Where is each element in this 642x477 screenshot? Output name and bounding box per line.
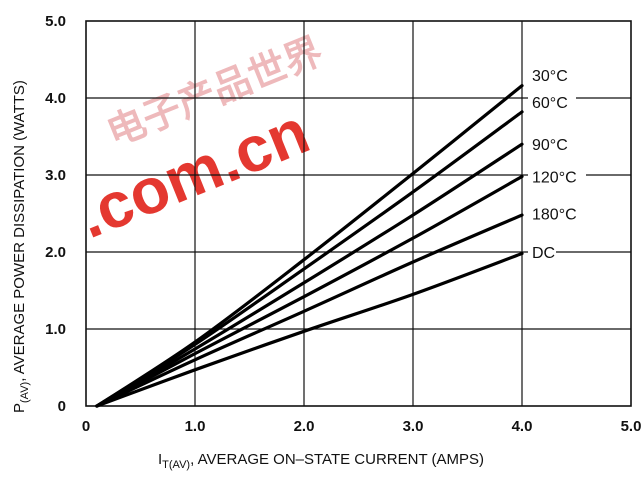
y-tick-labels: 0 1.0 2.0 3.0 4.0 5.0 xyxy=(45,13,66,415)
curve-label: 90°C xyxy=(532,137,568,154)
curve-dc xyxy=(95,251,524,408)
curve-label: 120°C xyxy=(532,170,577,187)
y-tick-label: 5.0 xyxy=(45,13,66,30)
y-tick-label: 1.0 xyxy=(45,321,66,338)
curve-labels: 30°C 60°C 90°C 120°C 180°C DC xyxy=(528,64,586,262)
curve-60c xyxy=(95,110,524,408)
y-axis-label-rest: , AVERAGE POWER DISSIPATION (WATTS) xyxy=(11,80,28,382)
curve-label: 60°C xyxy=(532,95,568,112)
x-axis-label-rest: , AVERAGE ON–STATE CURRENT (AMPS) xyxy=(190,451,484,468)
curve-label-bg xyxy=(528,166,586,187)
y-axis-label: P(AV), AVERAGE POWER DISSIPATION (WATTS) xyxy=(11,80,31,413)
curve-label-bg xyxy=(528,91,576,112)
curve-label-bg xyxy=(528,64,576,85)
curve-label-bg xyxy=(528,242,556,262)
x-tick-label: 1.0 xyxy=(185,418,206,435)
curve-label: DC xyxy=(532,245,555,262)
y-axis-label-sub: (AV) xyxy=(19,382,31,403)
x-tick-labels: 0 1.0 2.0 3.0 4.0 5.0 xyxy=(82,418,642,435)
y-axis-label-main: P xyxy=(11,403,28,413)
watermark: 电子产品世界 .com.cn xyxy=(68,31,329,252)
curve-label-bg xyxy=(528,134,576,155)
x-tick-label: 4.0 xyxy=(512,418,533,435)
y-tick-label: 4.0 xyxy=(45,90,66,107)
plot-frame xyxy=(85,20,632,407)
y-tick-label: 2.0 xyxy=(45,244,66,261)
curves xyxy=(95,84,524,408)
x-axis-label: IT(AV), AVERAGE ON–STATE CURRENT (AMPS) xyxy=(158,451,484,471)
x-tick-label: 5.0 xyxy=(621,418,642,435)
curve-180c xyxy=(95,213,524,408)
x-axis-label-sub: T(AV) xyxy=(162,459,190,471)
y-tick-label: 3.0 xyxy=(45,167,66,184)
y-tick-label: 0 xyxy=(58,398,66,415)
curve-label-bg xyxy=(528,203,586,224)
x-axis-label-main: I xyxy=(158,451,162,468)
x-tick-label: 2.0 xyxy=(294,418,315,435)
curve-label: 180°C xyxy=(532,207,577,224)
curve-label: 30°C xyxy=(532,68,568,85)
curve-120c xyxy=(95,174,524,408)
curve-90c xyxy=(95,142,524,408)
x-tick-label: 0 xyxy=(82,418,90,435)
x-tick-label: 3.0 xyxy=(403,418,424,435)
